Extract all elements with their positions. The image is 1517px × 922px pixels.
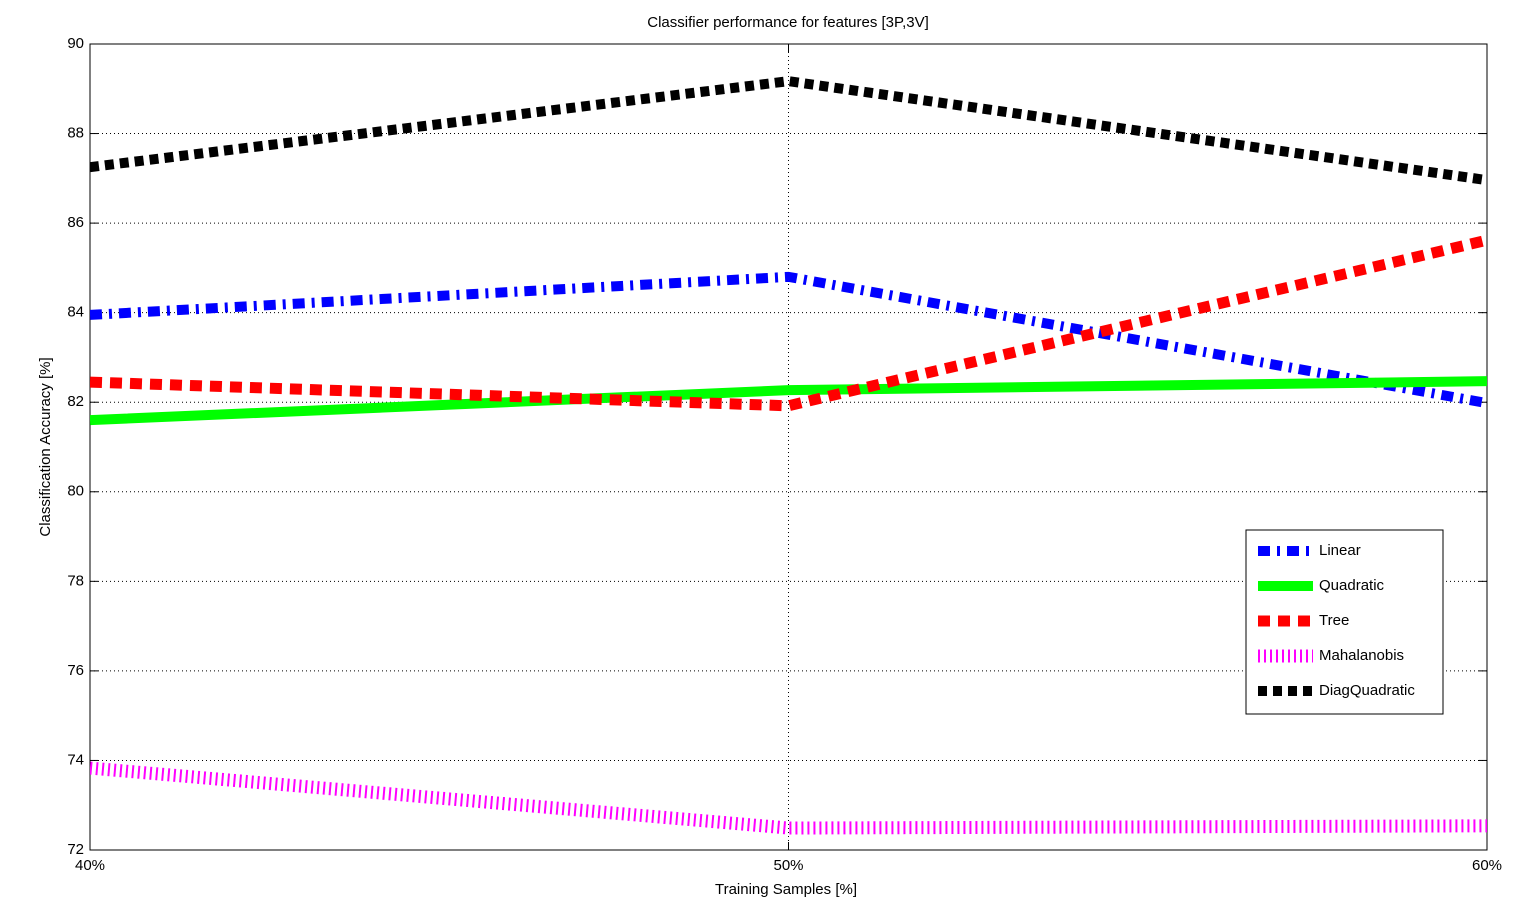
y-tick-label: 80 bbox=[67, 483, 84, 500]
chart-title: Classifier performance for features [3P,… bbox=[647, 14, 929, 31]
plot-frame bbox=[89, 43, 1488, 851]
data-line bbox=[90, 271, 1487, 409]
legend-label: Quadratic bbox=[1319, 577, 1385, 594]
y-tick-label: 74 bbox=[67, 751, 84, 768]
data-line bbox=[90, 76, 1487, 186]
legend-label: Linear bbox=[1319, 542, 1361, 559]
y-tick-label: 72 bbox=[67, 841, 84, 858]
y-tick-label: 84 bbox=[67, 304, 84, 321]
legend-label: DiagQuadratic bbox=[1319, 682, 1415, 699]
x-tick-label: 50% bbox=[773, 857, 803, 874]
y-tick-label: 76 bbox=[67, 662, 84, 679]
y-tick-label: 90 bbox=[67, 35, 84, 52]
y-tick-label: 86 bbox=[67, 214, 84, 231]
x-tick-label: 60% bbox=[1472, 857, 1502, 874]
x-axis-label: Training Samples [%] bbox=[715, 881, 857, 898]
y-tick-label: 82 bbox=[67, 393, 84, 410]
y-tick-label: 88 bbox=[67, 125, 84, 142]
legend-label: Tree bbox=[1319, 612, 1349, 629]
x-tick-label: 40% bbox=[75, 857, 105, 874]
y-tick-label: 78 bbox=[67, 572, 84, 589]
legend-label: Mahalanobis bbox=[1319, 647, 1404, 664]
data-line bbox=[90, 376, 1487, 426]
y-axis-label: Classification Accuracy [%] bbox=[37, 357, 54, 536]
